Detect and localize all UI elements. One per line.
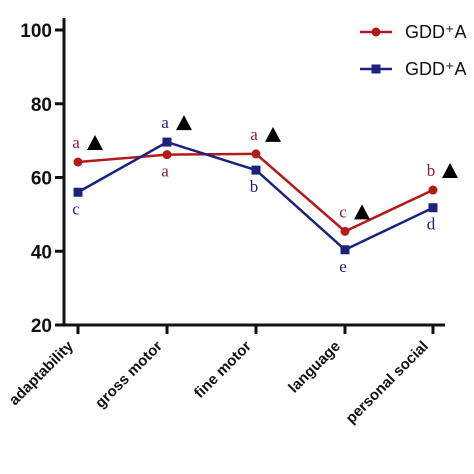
significance-letter: b <box>427 161 436 180</box>
significance-letter: a <box>72 133 80 152</box>
series-2-point <box>251 165 261 175</box>
significance-letter: a <box>161 113 169 132</box>
series-1-point <box>73 157 83 167</box>
significance-letter: c <box>339 202 347 221</box>
significance-triangle <box>176 115 192 131</box>
y-tick-label: 80 <box>31 95 52 116</box>
legend-marker <box>371 64 381 74</box>
series-2-point <box>428 203 438 213</box>
series-1-point <box>162 150 172 160</box>
x-tick-label: language <box>285 338 344 397</box>
y-tick-label: 20 <box>31 316 52 337</box>
y-tick-label: 40 <box>31 242 52 263</box>
legend-marker <box>371 27 381 37</box>
series-2-point <box>73 187 83 197</box>
significance-letter: a <box>161 162 169 181</box>
significance-letter: a <box>250 125 258 144</box>
significance-triangle <box>265 126 281 142</box>
legend-label: GDD⁺A <box>405 59 467 79</box>
series-1-point <box>340 226 350 236</box>
significance-letter: b <box>250 177 259 196</box>
significance-letter: c <box>72 199 80 218</box>
x-tick-label: fine motor <box>191 338 255 402</box>
series-2-point <box>162 137 172 147</box>
x-tick-label: personal social <box>343 338 432 427</box>
series-2-point <box>340 245 350 255</box>
significance-triangle <box>442 163 458 179</box>
series-1-point <box>428 185 438 195</box>
legend-label: GDD⁺A <box>405 22 467 42</box>
x-tick-label: gross motor <box>92 338 166 412</box>
significance-letter: e <box>339 257 347 276</box>
significance-triangle <box>354 204 370 220</box>
significance-letter: d <box>427 215 436 234</box>
x-tick-label: adaptability <box>6 337 77 408</box>
y-tick-label: 60 <box>31 169 52 190</box>
significance-triangle <box>87 135 103 151</box>
series-1-point <box>251 149 261 159</box>
y-tick-label: 100 <box>20 21 52 42</box>
